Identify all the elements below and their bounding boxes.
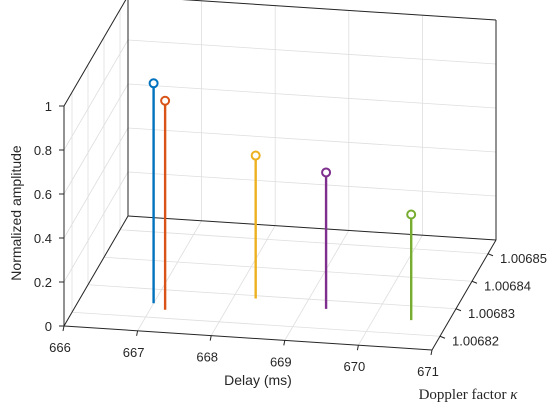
z-tick-label: 0.8 xyxy=(34,143,52,158)
x-tick-label: 670 xyxy=(344,359,366,374)
stem-point xyxy=(321,167,332,309)
stem-marker xyxy=(148,78,159,89)
z-tick-label: 0.6 xyxy=(34,187,52,202)
y-tick-mark xyxy=(439,335,446,339)
x-tick-mark xyxy=(62,325,65,332)
y-tick-label: 1.00684 xyxy=(484,278,531,293)
stem-point xyxy=(148,78,159,304)
y-tick-label: 1.00683 xyxy=(468,306,515,321)
x-tick-label: 668 xyxy=(196,350,218,365)
x-tick-mark xyxy=(430,349,433,356)
stem-marker xyxy=(406,209,417,220)
y-axis-label: Doppler factor κ xyxy=(419,387,519,403)
z-tick-label: 0.4 xyxy=(34,231,52,246)
z-axis-label: Normalized amplitude xyxy=(8,145,24,281)
y-tick-label: 1.00682 xyxy=(452,333,499,348)
axis-edge xyxy=(63,325,433,351)
x-tick-mark xyxy=(356,345,359,351)
grid-line xyxy=(358,234,423,346)
axis-edge xyxy=(431,239,497,351)
stem-marker xyxy=(250,150,261,161)
tick-labels: 666 667 668 669 670 671 1.00682 1.00683 1.00684 1… xyxy=(34,99,547,379)
axis-edge xyxy=(181,0,497,21)
stem-point xyxy=(160,95,171,310)
y-tick-mark xyxy=(471,280,478,284)
grid-layer xyxy=(63,0,497,351)
x-tick-label: 667 xyxy=(123,345,145,360)
y-tick-mark xyxy=(455,308,462,312)
x-tick-label: 671 xyxy=(417,364,439,379)
z-tick-label: 0 xyxy=(45,319,52,334)
axis-edge xyxy=(63,0,127,107)
x-tick-mark xyxy=(283,340,286,346)
stem-point xyxy=(250,150,261,299)
stem-marker xyxy=(321,167,332,178)
grid-line xyxy=(127,39,497,65)
z-tick-label: 0.2 xyxy=(34,275,52,290)
x-tick-label: 669 xyxy=(270,354,292,369)
stem-marker xyxy=(160,95,171,106)
grid-line xyxy=(127,127,497,153)
stem-point xyxy=(406,209,417,321)
grid-line xyxy=(210,225,276,336)
stem-series xyxy=(148,78,417,321)
grid-line xyxy=(127,171,497,197)
x-axis-label: Delay (ms) xyxy=(224,372,292,388)
grid-line xyxy=(63,171,129,283)
x-tick-mark xyxy=(209,335,212,341)
grid-line xyxy=(284,230,350,341)
grid-line xyxy=(183,0,497,21)
grid-line xyxy=(63,127,129,239)
grid-line xyxy=(119,229,489,255)
grid-line xyxy=(63,39,129,151)
x-tick-label: 666 xyxy=(49,340,71,355)
grid-line xyxy=(87,284,457,310)
grid-line xyxy=(103,256,473,282)
y-tick-mark xyxy=(487,253,494,257)
y-tick-label: 1.00685 xyxy=(500,251,547,266)
grid-line xyxy=(63,83,129,195)
grid-line xyxy=(137,220,202,332)
z-tick-label: 1 xyxy=(45,99,52,114)
grid-line xyxy=(71,311,441,337)
x-tick-mark xyxy=(136,330,139,336)
grid-line xyxy=(127,83,497,109)
axes-box xyxy=(63,0,497,351)
axis-edge xyxy=(63,215,129,327)
axis-edge xyxy=(127,215,497,241)
